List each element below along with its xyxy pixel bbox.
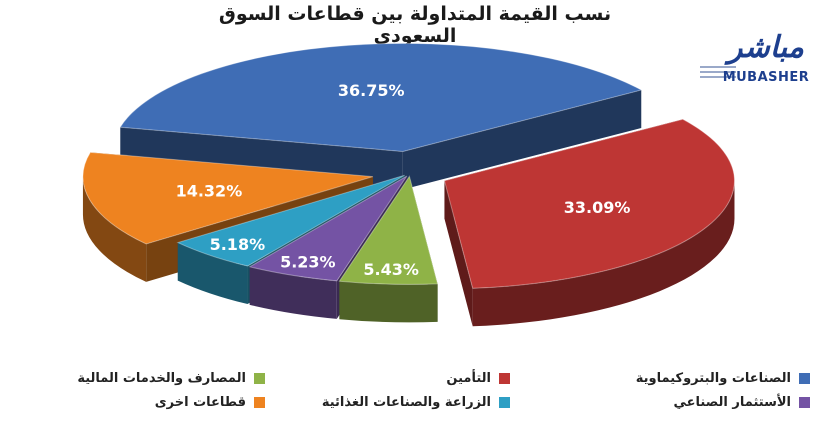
data-label-5: 14.32% (176, 181, 243, 200)
legend-swatch (254, 396, 265, 408)
legend-label: قطاعات اخرى (154, 394, 246, 410)
logo-latin-text: MUBASHER (722, 70, 810, 85)
pie-slice-side (177, 242, 248, 305)
mubasher-logo: مباشر MUBASHER (700, 30, 818, 92)
legend-swatch (499, 396, 510, 408)
legend-item-banks: المصارف والخدمات المالية (77, 368, 265, 388)
pie-slice-wall (402, 89, 642, 190)
legend-item-petrochemical: الصناعات والبتروكيماوية (636, 368, 810, 388)
pie-slice-top (176, 174, 405, 267)
data-label-3: 5.23% (280, 252, 336, 271)
pie-slice-wall (444, 180, 473, 327)
data-label-1: 33.09% (564, 198, 631, 217)
legend-swatch (799, 372, 810, 384)
data-label-0: 36.75% (338, 81, 405, 100)
chart-title: نسب القيمة المتداولة بين قطاعات السوق ال… (218, 3, 612, 47)
pie-slice-top (443, 118, 735, 289)
legend-label: المصارف والخدمات المالية (77, 370, 246, 386)
pie-slice-side (339, 281, 438, 323)
pie-slice-top (338, 175, 439, 285)
legend-item-other-sectors: قطاعات اخرى (155, 392, 265, 412)
pie-slice-side (472, 180, 735, 327)
legend-label: الصناعات والبتروكيماوية (635, 370, 791, 386)
legend-swatch (499, 372, 510, 384)
data-label-2: 5.43% (363, 260, 419, 279)
data-label-4: 5.18% (210, 235, 266, 254)
legend-label: الزراعة والصناعات الغذائية (321, 394, 491, 410)
pie-slice-side (82, 176, 147, 282)
legend-item-industrial-investment: الأستثمار الصناعي (673, 392, 810, 412)
legend-label: الأستثمار الصناعي (673, 394, 791, 410)
legend-item-insurance: التأمين (446, 368, 510, 388)
pie-slice-top (119, 42, 643, 152)
chart-legend: الصناعات والبتروكيماوية التأمين المصارف … (20, 368, 810, 420)
pie-slice-top (248, 175, 408, 282)
legend-swatch (254, 372, 265, 384)
logo-arabic-text: مباشر (728, 30, 804, 65)
pie-chart: 36.75% 33.09% 5.43% 5.23% 5.18% 14.32% (82, 42, 735, 327)
pie-slice-side (249, 266, 337, 319)
legend-item-agriculture: الزراعة والصناعات الغذائية (322, 392, 510, 412)
legend-label: التأمين (446, 370, 491, 386)
pie-slice-top (82, 151, 374, 245)
pie-slice-2 (338, 175, 439, 323)
pie-slice-1 (443, 118, 735, 327)
legend-swatch (799, 396, 810, 408)
logo-stripes-icon (700, 66, 736, 78)
